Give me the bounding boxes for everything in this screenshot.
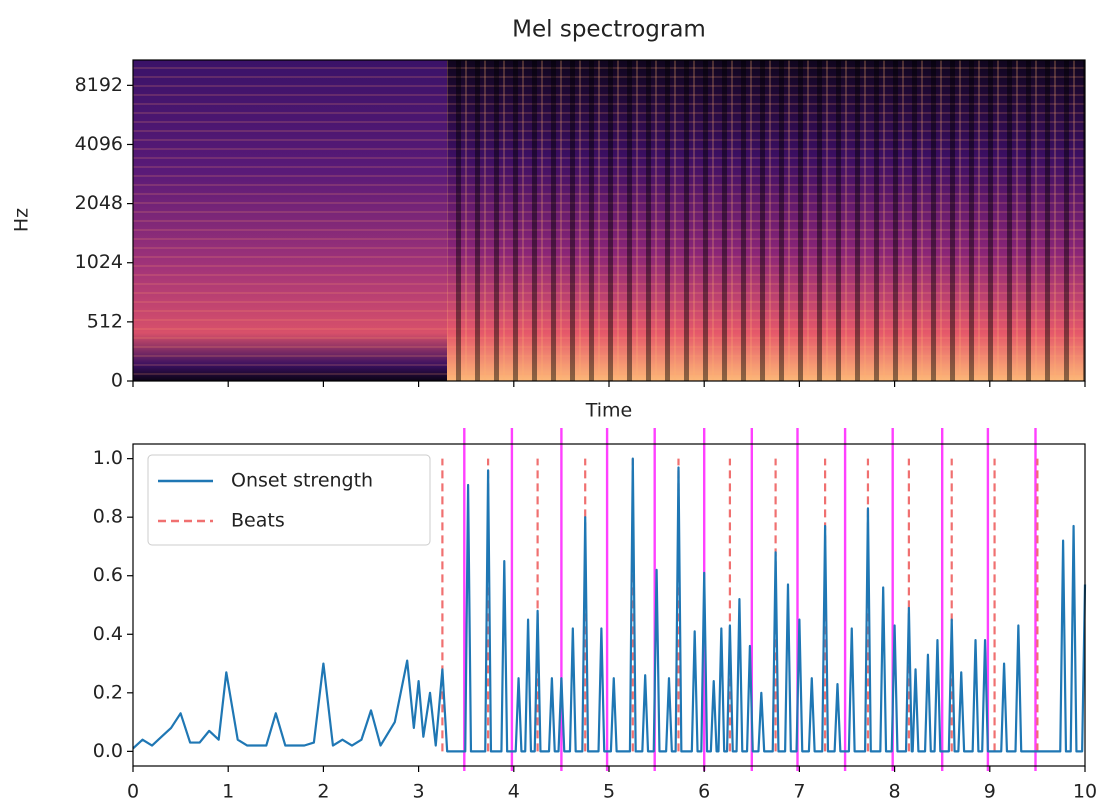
x-tick-label: 6 (698, 781, 710, 803)
y-tick-label: 0.6 (93, 564, 123, 586)
y-tick-label: 8192 (75, 74, 123, 96)
onset-line (132, 457, 1087, 753)
y-tick-label: 512 (87, 310, 123, 332)
chart-title: Mel spectrogram (512, 17, 706, 43)
legend-box (147, 454, 431, 546)
y-tick-label: 0.0 (93, 740, 123, 762)
y-tick-label: 1.0 (93, 447, 123, 469)
x-tick-label: 4 (508, 781, 520, 803)
x-tick-label: 7 (793, 781, 805, 803)
y-tick-label: 4096 (75, 133, 123, 155)
x-axis-label: Time (585, 400, 633, 422)
x-tick-label: 3 (413, 781, 425, 803)
legend: Onset strength Beats (147, 454, 431, 546)
legend-label: Beats (231, 510, 285, 532)
x-tick-label: 10 (1073, 781, 1097, 803)
axes-frame (132, 59, 1086, 382)
y-tick-label: 0.4 (93, 623, 123, 645)
y-axis-label: Hz (11, 208, 33, 232)
y-tick-label: 0 (111, 370, 123, 392)
x-tick-label: 1 (222, 781, 234, 803)
y-tick-label: 0.8 (93, 506, 123, 528)
axes-frame (132, 443, 1086, 767)
x-tick-label: 8 (889, 781, 901, 803)
y-tick-label: 2048 (75, 192, 123, 214)
legend-label: Onset strength (231, 470, 373, 492)
y-tick-label: 1024 (75, 251, 123, 273)
x-tick-label: 0 (127, 781, 139, 803)
x-tick-label: 5 (603, 781, 615, 803)
y-tick-label: 0.2 (93, 681, 123, 703)
x-tick-label: 2 (317, 781, 329, 803)
x-tick-label: 9 (984, 781, 996, 803)
spectrogram-image (133, 60, 1085, 381)
